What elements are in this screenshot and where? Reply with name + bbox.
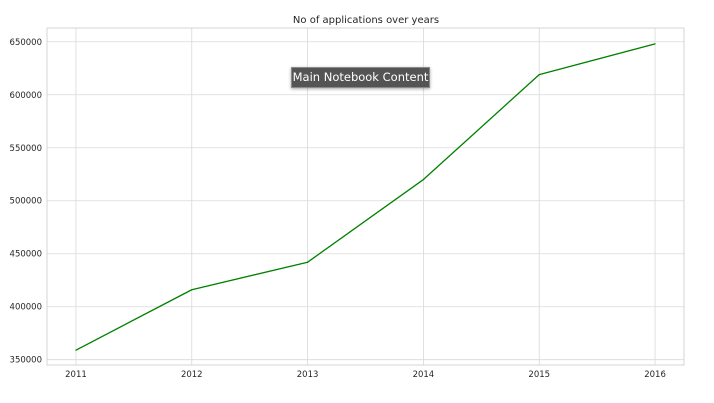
x-tick-label: 2011 <box>65 370 87 380</box>
y-tick-label: 600000 <box>10 91 42 101</box>
data-point-2012 <box>191 289 193 291</box>
x-tick-label: 2016 <box>644 370 666 380</box>
x-axis: 2011 2012 2013 2014 2015 2016 <box>65 370 666 380</box>
y-tick-label: 350000 <box>10 356 42 366</box>
y-tick-label: 500000 <box>10 197 42 207</box>
series-layer <box>75 43 656 351</box>
data-point-2011 <box>75 349 77 351</box>
main-notebook-content-tooltip: Main Notebook Content <box>291 67 430 88</box>
plot-area <box>46 27 685 366</box>
data-point-2016 <box>654 43 656 45</box>
y-tick-label: 450000 <box>10 250 42 260</box>
data-point-2013 <box>306 261 309 263</box>
grid <box>47 28 684 365</box>
y-tick-label: 400000 <box>10 303 42 313</box>
data-point-2015 <box>538 74 540 76</box>
x-tick-label: 2014 <box>413 370 435 380</box>
chart-title: No of applications over years <box>293 15 439 26</box>
y-tick-label: 550000 <box>10 144 42 154</box>
series-line-0 <box>75 43 656 351</box>
x-tick-label: 2015 <box>528 370 550 380</box>
x-tick-label: 2013 <box>297 370 319 380</box>
x-tick-label: 2012 <box>181 370 203 380</box>
y-axis: 350000 400000 450000 500000 550000 600000 6500… <box>10 38 42 366</box>
y-tick-label: 650000 <box>10 38 42 48</box>
data-point-2014 <box>422 178 425 181</box>
